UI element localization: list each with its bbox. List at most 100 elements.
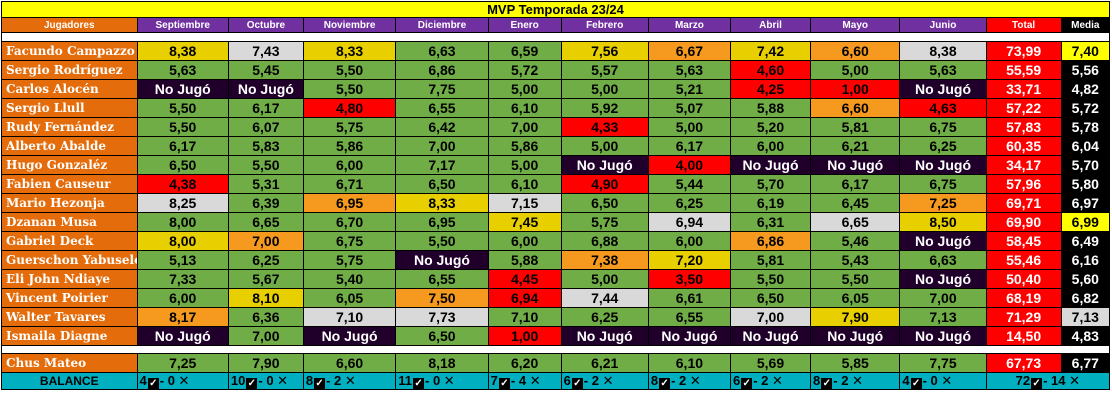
balance-wins: 11 bbox=[398, 373, 413, 389]
score-cell: 5,45 bbox=[227, 60, 304, 80]
total-cell: 57,83 bbox=[985, 117, 1062, 137]
score-cell: 8,25 bbox=[136, 193, 229, 213]
player-row: Mario Hezonja 8,25 6,39 6,95 8,33 7,15 6,50 6,2… bbox=[1, 193, 1111, 213]
score-cell: 6,86 bbox=[729, 231, 812, 251]
score-cell: 6,39 bbox=[227, 193, 304, 213]
balance-wins: 8 bbox=[813, 373, 821, 389]
header-month: Junio bbox=[899, 17, 987, 33]
check-box-icon: ✓ bbox=[498, 378, 510, 389]
sheet-title: MVP Temporada 23/24 bbox=[1, 1, 1110, 18]
score-cell: 7,43 bbox=[227, 41, 304, 61]
score-cell: 8,10 bbox=[227, 288, 304, 308]
score-cell: 5,50 bbox=[136, 98, 229, 118]
score-cell: 6,31 bbox=[729, 212, 812, 232]
score-cell: 5,31 bbox=[227, 174, 304, 194]
score-cell: No Jugó bbox=[136, 326, 229, 346]
score-cell: 5,75 bbox=[302, 250, 397, 270]
coach-score-cell: 7,90 bbox=[227, 353, 304, 373]
score-cell: 7,50 bbox=[395, 288, 489, 308]
score-cell: 6,17 bbox=[810, 174, 901, 194]
score-cell: 7,00 bbox=[487, 117, 562, 137]
score-cell: 6,50 bbox=[729, 288, 812, 308]
balance-cell: 7 ✓ - 4 ✕ bbox=[487, 372, 562, 390]
balance-wins: 6 bbox=[563, 373, 571, 389]
score-cell: 4,38 bbox=[136, 174, 229, 194]
score-cell: No Jugó bbox=[560, 326, 649, 346]
score-cell: 7,25 bbox=[899, 193, 987, 213]
check-box-icon: ✓ bbox=[413, 378, 425, 389]
score-cell: 5,70 bbox=[729, 174, 812, 194]
player-row: Ismaila Diagne No Jugó 7,00 No Jugó 6,50 1,00… bbox=[1, 326, 1111, 346]
balance-losses: - 2 bbox=[671, 373, 687, 389]
score-cell: 5,00 bbox=[810, 60, 901, 80]
check-box-icon: ✓ bbox=[147, 378, 159, 389]
score-cell: 7,42 bbox=[729, 41, 812, 61]
score-cell: No Jugó bbox=[899, 231, 987, 251]
score-cell: No Jugó bbox=[899, 269, 987, 289]
player-name: Fabien Causeur bbox=[1, 174, 138, 194]
score-cell: 7,00 bbox=[395, 136, 489, 156]
score-cell: 5,50 bbox=[227, 155, 304, 175]
player-row: Dzanan Musa 8,00 6,65 6,70 6,95 7,45 5,75 6,94 6… bbox=[1, 212, 1111, 232]
coach-score-cell: 7,25 bbox=[136, 353, 229, 373]
score-cell: 6,71 bbox=[302, 174, 397, 194]
player-name: Guerschon Yabusele bbox=[1, 250, 138, 270]
score-cell: 1,00 bbox=[810, 79, 901, 99]
balance-cell: 6 ✓ - 2 ✕ bbox=[729, 372, 812, 390]
score-cell: No Jugó bbox=[899, 155, 987, 175]
score-cell: 7,00 bbox=[227, 231, 304, 251]
balance-wins: 4 bbox=[902, 373, 910, 389]
score-cell: 6,50 bbox=[560, 193, 649, 213]
player-name: Vincent Poirier bbox=[1, 288, 138, 308]
score-cell: 5,86 bbox=[487, 136, 562, 156]
balance-losses: - 0 bbox=[922, 373, 938, 389]
balance-total-cell: 72 ✓ - 14 ✕ bbox=[985, 372, 1111, 390]
coach-average-cell: 6,77 bbox=[1060, 353, 1111, 373]
balance-losses: - 2 bbox=[833, 373, 849, 389]
balance-losses: - 2 bbox=[753, 373, 769, 389]
balance-wins: 10 bbox=[230, 373, 246, 389]
score-cell: 6,55 bbox=[647, 307, 731, 327]
score-cell: 6,75 bbox=[302, 231, 397, 251]
score-cell: 6,95 bbox=[395, 212, 489, 232]
score-cell: 6,70 bbox=[302, 212, 397, 232]
score-cell: No Jugó bbox=[136, 79, 229, 99]
average-cell: 5,72 bbox=[1060, 98, 1111, 118]
balance-cell: 4 ✓ - 0 ✕ bbox=[136, 372, 229, 390]
balance-losses: - 0 bbox=[425, 373, 441, 389]
score-cell: No Jugó bbox=[729, 326, 812, 346]
score-cell: 6,86 bbox=[395, 60, 489, 80]
balance-losses: - 2 bbox=[583, 373, 599, 389]
score-cell: 6,21 bbox=[810, 136, 901, 156]
score-cell: No Jugó bbox=[810, 155, 901, 175]
score-cell: 8,38 bbox=[899, 41, 987, 61]
score-cell: 7,00 bbox=[729, 307, 812, 327]
score-cell: 4,33 bbox=[560, 117, 649, 137]
score-cell: 7,20 bbox=[647, 250, 731, 270]
total-cell: 55,59 bbox=[985, 60, 1062, 80]
coach-score-cell: 6,60 bbox=[302, 353, 397, 373]
balance-losses: - 0 bbox=[159, 373, 175, 389]
cross-icon: ✕ bbox=[848, 373, 863, 389]
average-cell: 5,78 bbox=[1060, 117, 1111, 137]
score-cell: 7,17 bbox=[395, 155, 489, 175]
score-cell: 5,21 bbox=[647, 79, 731, 99]
average-cell: 5,56 bbox=[1060, 60, 1111, 80]
score-cell: 5,00 bbox=[487, 79, 562, 99]
score-cell: 5,50 bbox=[395, 231, 489, 251]
player-row: Sergio Llull 5,50 6,17 4,80 6,55 6,10 5,92 5,07… bbox=[1, 98, 1111, 118]
balance-label: BALANCE bbox=[1, 372, 138, 390]
cross-icon: ✕ bbox=[273, 373, 289, 389]
check-box-icon: ✓ bbox=[1031, 378, 1043, 389]
score-cell: 6,17 bbox=[136, 136, 229, 156]
score-cell: 6,36 bbox=[227, 307, 304, 327]
coach-score-cell: 8,18 bbox=[395, 353, 489, 373]
score-cell: 7,44 bbox=[560, 288, 649, 308]
player-row: Vincent Poirier 6,00 8,10 6,05 7,50 6,94 7,44 6… bbox=[1, 288, 1111, 308]
check-box-icon: ✓ bbox=[910, 378, 922, 389]
score-cell: 6,25 bbox=[899, 136, 987, 156]
score-cell: 7,33 bbox=[136, 269, 229, 289]
header-month: Mayo bbox=[810, 17, 901, 33]
score-cell: 6,50 bbox=[136, 155, 229, 175]
